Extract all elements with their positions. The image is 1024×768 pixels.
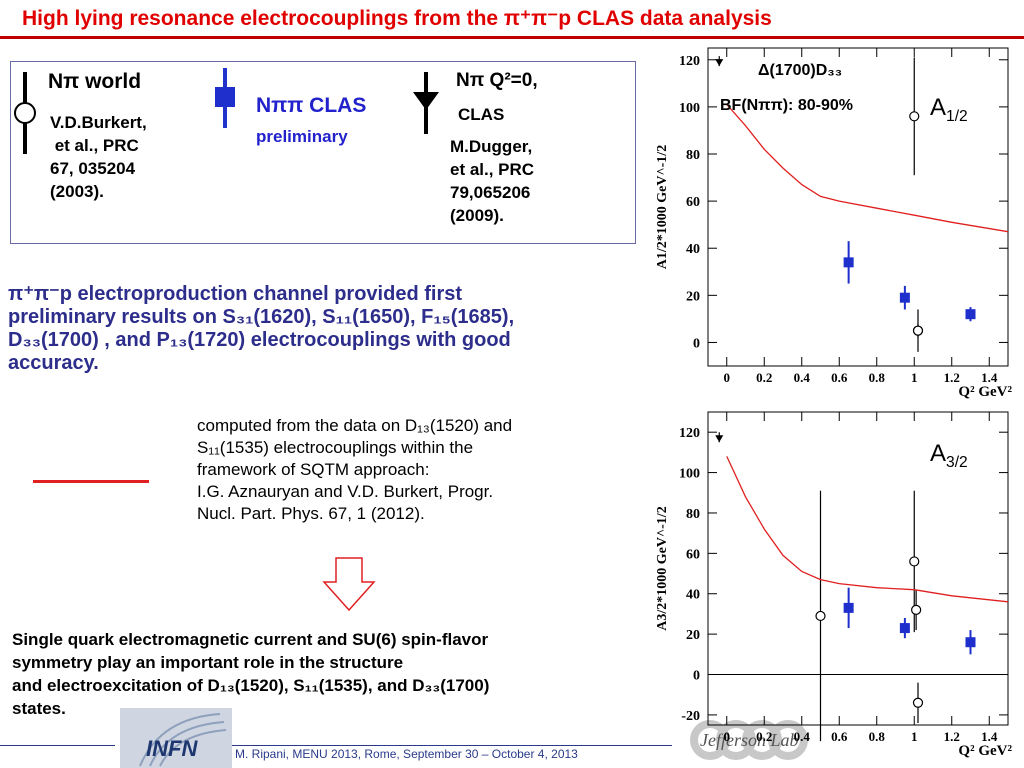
y-tick-label: 20	[686, 628, 700, 643]
y-tick-label: -20	[681, 709, 700, 724]
y-tick-label: 80	[686, 507, 700, 522]
x-tick-label: 0	[724, 729, 731, 744]
npi-world-data-point	[912, 325, 924, 336]
branching-fraction-label: BF(Nππ): 80-90%	[720, 97, 853, 114]
title-underline	[0, 36, 1024, 39]
x-tick-label: 1.2	[944, 370, 960, 385]
x-tick-label: 1	[911, 729, 918, 744]
sqtm-curve-legend-line	[33, 480, 149, 483]
npi-world-data-point	[912, 697, 924, 708]
npi-world-reference: V.D.Burkert, et al., PRC 67, 035204 (200…	[50, 113, 147, 201]
y-tick-label: 0	[693, 669, 700, 684]
npi-world-symbol-icon	[14, 72, 36, 154]
x-tick-label: 1.2	[944, 729, 960, 744]
y-axis-label: A3/2*1000 GeV^-1/2	[655, 506, 670, 630]
x-tick-label: 0.6	[831, 370, 848, 385]
x-tick-label: 0.4	[794, 729, 811, 744]
slide-title: High lying resonance electrocouplings fr…	[22, 6, 772, 31]
title-symbols: π⁺π⁻p CLAS data analysis	[503, 7, 772, 30]
main-statement: π⁺π⁻p electroproduction channel provided…	[8, 283, 515, 374]
a32-amplitude-label: A3/2	[930, 440, 968, 471]
npi-world-data-point	[909, 556, 920, 567]
x-tick-label: 0.6	[831, 729, 848, 744]
npipi-data-point	[899, 623, 910, 634]
npi-world-data-point	[911, 604, 922, 615]
npi-world-data-point	[909, 111, 920, 122]
y-tick-label: 60	[686, 547, 700, 562]
x-axis-label: Q² GeV²	[958, 384, 1012, 400]
infn-logo-arcs-icon	[139, 713, 227, 767]
footer-citation: M. Ripani, MENU 2013, Rome, September 30…	[235, 747, 578, 761]
y-tick-label: 40	[686, 588, 700, 603]
sqtm-description: computed from the data on D₁₃(1520) and …	[197, 416, 513, 523]
npi-q2-label: Nπ Q²=0,	[456, 70, 538, 91]
footer-rule-left	[0, 745, 115, 746]
npi-q2-data-point	[715, 435, 724, 443]
plot-frame	[707, 411, 1009, 726]
y-tick-label: 120	[679, 54, 700, 69]
y-tick-label: 80	[686, 148, 700, 163]
y-tick-label: 100	[679, 467, 700, 482]
npipi-symbol-icon	[215, 68, 235, 128]
a32-chart: -20 0 20 40 60 80 100 120 0 0.2 0.4 0.6 0.8 1 1.2 1.4Q²…	[655, 411, 1012, 759]
y-tick-label: 40	[686, 242, 700, 257]
y-tick-label: 60	[686, 195, 700, 210]
npipi-sublabel: preliminary	[256, 127, 348, 146]
conclusion-text: Single quark electromagnetic current and…	[12, 630, 490, 718]
x-tick-label: 0.8	[869, 370, 886, 385]
resonance-label: Δ(1700)D₃₃	[758, 62, 843, 79]
npipi-label: Nππ CLAS	[256, 94, 367, 117]
a12-amplitude-label: A1/2	[930, 94, 968, 125]
npi-q2-reference: M.Dugger, et al., PRC 79,065206 (2009).	[450, 137, 535, 225]
npi-q2-data-point	[715, 59, 724, 67]
x-tick-label: 0	[724, 370, 731, 385]
y-tick-label: 0	[693, 336, 700, 351]
npi-world-data-point	[815, 610, 826, 622]
legend-box	[10, 61, 636, 244]
x-axis-label: Q² GeV²	[958, 743, 1012, 759]
y-tick-label: 120	[679, 426, 700, 441]
y-tick-label: 100	[679, 101, 700, 116]
footer-rule-right	[232, 745, 672, 746]
plot-frame	[707, 47, 1009, 367]
infn-logo: INFN	[120, 708, 232, 768]
down-arrow-icon	[322, 557, 376, 612]
x-tick-label: 0.4	[794, 370, 811, 385]
jlab-logo-rings-icon	[690, 720, 808, 760]
npipi-data-point	[843, 257, 854, 268]
y-tick-label: 20	[686, 289, 700, 304]
npi-q2-symbol-icon	[413, 72, 439, 134]
jefferson-lab-logo: Jefferson Lab	[672, 716, 822, 766]
x-tick-label: 0.2	[756, 729, 772, 744]
x-tick-label: 1	[911, 370, 918, 385]
y-axis-label: A1/2*1000 GeV^-1/2	[655, 145, 670, 269]
sqtm-curve	[726, 104, 1009, 233]
npi-world-label: Nπ world	[48, 70, 142, 93]
a12-chart: 0 20 40 60 80 100 120 0 0.2 0.4 0.6 0.8 1 1.2 1.4Q² Ge…	[655, 47, 1012, 400]
x-tick-label: 1.4	[981, 729, 998, 744]
npipi-data-point	[965, 637, 976, 648]
x-tick-label: 1.4	[981, 370, 998, 385]
title-text: High lying resonance electrocouplings fr…	[22, 7, 504, 30]
npipi-data-point	[899, 292, 910, 303]
npi-q2-clas: CLAS	[458, 105, 505, 124]
x-tick-label: 0.8	[869, 729, 886, 744]
x-tick-label: 0.2	[756, 370, 772, 385]
npipi-data-point	[843, 602, 854, 613]
npipi-data-point	[965, 309, 976, 320]
sqtm-curve	[726, 456, 1009, 603]
